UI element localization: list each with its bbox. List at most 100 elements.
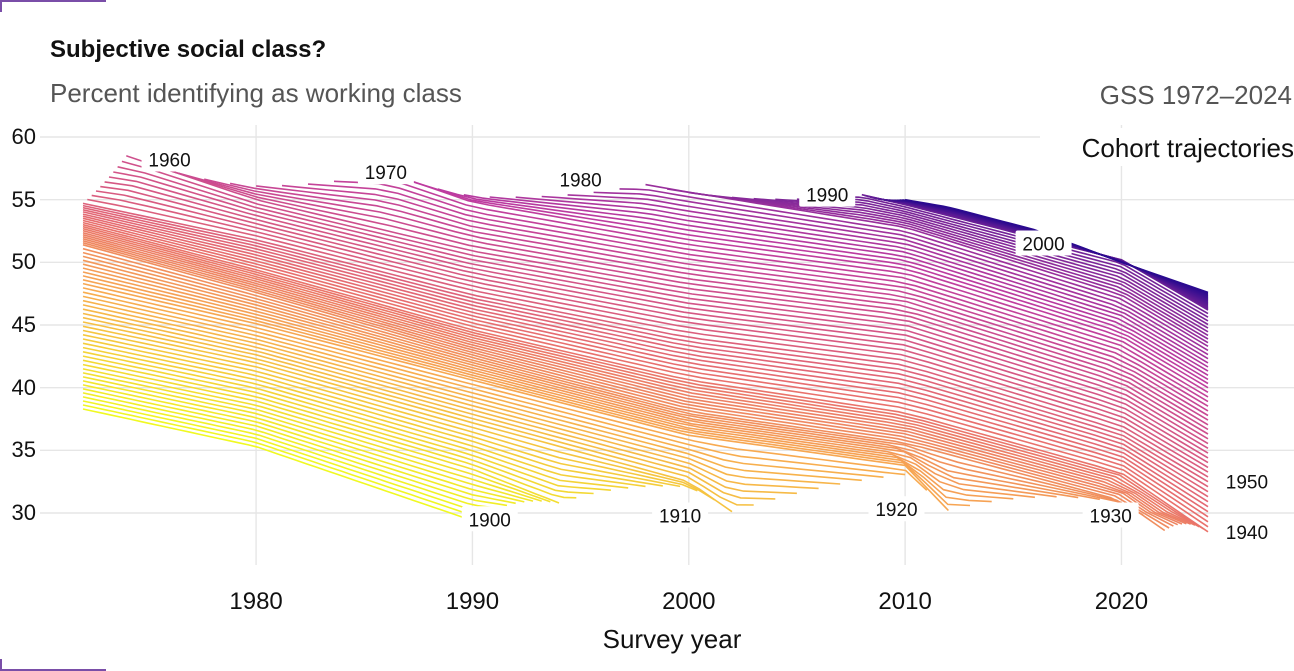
cohort-line-1983 xyxy=(710,194,1209,337)
cohort-line-1906 xyxy=(82,342,663,487)
cohort-line-1923 xyxy=(82,271,1014,500)
cohort-line-1953 xyxy=(95,190,1209,469)
cohort-lines-layer xyxy=(82,155,1209,533)
cohort-line-1958 xyxy=(117,166,1209,445)
cohort-line-1896 xyxy=(82,384,525,503)
cohort-line-1894 xyxy=(82,392,508,507)
cohort-line-1933 xyxy=(82,238,1179,526)
cohort-line-1909 xyxy=(82,329,716,501)
svg-text:1940: 1940 xyxy=(1226,523,1268,544)
cohort-line-1975 xyxy=(515,196,1209,368)
x-tick-label: 2010 xyxy=(878,588,932,615)
cohort-line-1898 xyxy=(82,376,542,502)
cohort-line-1957 xyxy=(113,171,1209,449)
cohort-line-1920 xyxy=(82,282,949,512)
cohort-line-1910 xyxy=(82,325,733,513)
cohort-line-1941 xyxy=(82,221,1209,528)
svg-text:1930: 1930 xyxy=(1090,507,1132,528)
cohort-label-1970: 1970 xyxy=(357,159,414,185)
cohort-line-1947 xyxy=(82,209,1209,498)
x-tick-label: 2000 xyxy=(662,588,716,615)
cohort-line-1905 xyxy=(82,346,646,488)
cohort-line-1929 xyxy=(82,247,1144,516)
cohort-line-1959 xyxy=(121,160,1209,440)
cohort-line-1897 xyxy=(82,380,534,502)
cohort-line-1973 xyxy=(463,194,1209,376)
cohort-line-1948 xyxy=(82,206,1209,493)
cohort-line-1921 xyxy=(82,279,971,507)
x-tick-label: 1980 xyxy=(229,588,283,615)
cohort-label-1950: 1950 xyxy=(1218,468,1275,494)
cohort-line-1974 xyxy=(489,196,1209,372)
x-tick-label: 1990 xyxy=(445,588,500,615)
cohort-line-1967 xyxy=(307,183,1209,403)
cohort-line-1903 xyxy=(82,355,611,491)
x-tick-label: 2020 xyxy=(1094,588,1149,615)
cohort-line-1899 xyxy=(82,372,551,503)
cohort-line-1908 xyxy=(82,334,698,492)
y-tick-label: 60 xyxy=(11,124,36,149)
svg-text:1910: 1910 xyxy=(659,507,701,528)
cohort-line-1891 xyxy=(82,404,482,517)
source-label: GSS 1972–2024 xyxy=(1099,80,1292,110)
cohort-line-1918 xyxy=(82,291,906,476)
cohort-line-1949 xyxy=(82,204,1209,488)
svg-text:1920: 1920 xyxy=(875,500,917,521)
cohort-line-1900 xyxy=(82,368,560,504)
cohort-line-1904 xyxy=(82,351,629,489)
cohort-line-1940 xyxy=(82,223,1209,533)
cohort-label-1980: 1980 xyxy=(552,166,609,192)
cohort-line-1976 xyxy=(541,195,1209,364)
cohort-line-1952 xyxy=(91,194,1209,473)
svg-text:1900: 1900 xyxy=(469,510,511,531)
y-tick-label: 30 xyxy=(11,500,36,525)
cohort-line-1937 xyxy=(82,229,1196,526)
cohort-line-1911 xyxy=(82,321,754,506)
cohort-line-1961 xyxy=(151,164,1209,431)
cohort-line-1977 xyxy=(567,194,1209,360)
cohort-line-1963 xyxy=(204,178,1209,421)
cohort-line-1930 xyxy=(82,244,1166,532)
annotation-cohort-trajectories: Cohort trajectories xyxy=(1040,128,1294,166)
chart-title: Subjective social class? xyxy=(50,36,327,63)
cohort-line-1934 xyxy=(82,236,1183,525)
cohort-line-1927 xyxy=(82,255,1100,501)
cohort-line-1944 xyxy=(82,215,1209,513)
cohort-label-1920: 1920 xyxy=(868,496,925,522)
cohort-line-1950 xyxy=(82,202,1209,483)
cohort-line-1907 xyxy=(82,338,681,488)
cohort-line-1924 xyxy=(82,267,1035,499)
cohort-line-1978 xyxy=(593,191,1209,356)
cohort-line-1916 xyxy=(82,299,862,482)
cohort-line-1962 xyxy=(177,172,1209,426)
cohort-line-1979 xyxy=(619,188,1209,352)
cohort-line-1942 xyxy=(82,219,1209,523)
cohort-label-1910: 1910 xyxy=(652,502,709,528)
cohort-line-1968 xyxy=(333,180,1209,398)
cohort-label-1960: 1960 xyxy=(141,146,198,172)
cohort-line-1945 xyxy=(82,213,1209,508)
cohort-line-1919 xyxy=(82,287,928,491)
cohort-line-1956 xyxy=(108,176,1209,454)
cohort-line-1917 xyxy=(82,295,884,478)
cohort-line-1981 xyxy=(666,188,1209,344)
cohort-line-1926 xyxy=(82,259,1079,499)
cohort-line-1902 xyxy=(82,359,594,495)
cohort-label-1900: 1900 xyxy=(461,506,518,532)
cohort-line-1972 xyxy=(437,188,1209,381)
y-tick-label: 35 xyxy=(11,437,36,463)
cohort-line-1969 xyxy=(359,176,1209,393)
cohort-label-1990: 1990 xyxy=(799,181,856,207)
cohort-label-1930: 1930 xyxy=(1082,502,1139,528)
svg-text:1950: 1950 xyxy=(1226,473,1268,494)
cohort-line-1928 xyxy=(82,251,1122,504)
svg-text:1970: 1970 xyxy=(365,163,407,184)
corner-mark-top xyxy=(0,0,106,12)
corner-mark-bottom xyxy=(0,659,106,671)
cohort-line-1938 xyxy=(82,227,1200,528)
cohort-line-1892 xyxy=(82,400,490,513)
svg-text:1980: 1980 xyxy=(559,171,601,192)
cohort-line-1966 xyxy=(281,184,1209,407)
cohort-line-1954 xyxy=(100,185,1209,464)
cohort-line-1982 xyxy=(688,191,1209,340)
